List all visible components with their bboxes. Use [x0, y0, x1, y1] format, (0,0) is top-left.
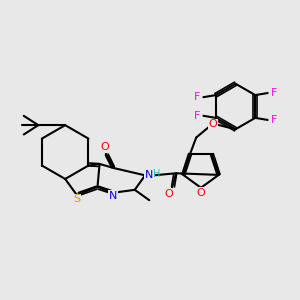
Text: O: O: [100, 142, 109, 152]
Text: F: F: [271, 88, 277, 98]
Text: F: F: [271, 115, 277, 125]
Text: N: N: [109, 191, 117, 201]
Text: O: O: [164, 189, 173, 199]
Text: O: O: [208, 119, 217, 129]
Text: S: S: [73, 194, 80, 204]
Text: N: N: [145, 170, 153, 180]
Text: F: F: [194, 111, 200, 121]
Text: F: F: [194, 92, 200, 102]
Text: O: O: [196, 188, 205, 198]
Text: H: H: [153, 169, 161, 179]
